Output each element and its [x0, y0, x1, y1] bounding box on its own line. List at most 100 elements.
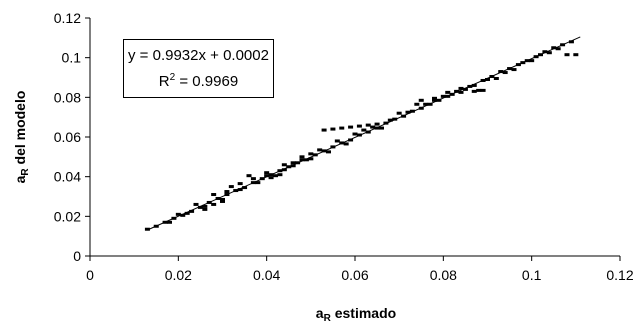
data-point [471, 89, 477, 93]
data-point [458, 90, 464, 94]
y-tick-label: 0.02 [54, 208, 81, 224]
data-point [555, 47, 561, 51]
data-point [264, 174, 270, 178]
data-point [193, 202, 199, 206]
r-squared-prefix: R [158, 73, 170, 90]
data-point [462, 87, 468, 91]
data-point [405, 110, 411, 114]
data-point [308, 152, 314, 156]
data-point [485, 77, 490, 81]
data-point [440, 94, 446, 98]
data-point [326, 150, 331, 154]
x-tick-label: 0.08 [430, 267, 457, 283]
data-point [277, 173, 283, 177]
data-point [414, 102, 420, 106]
y-tick-label: 0.08 [54, 89, 81, 105]
data-point [334, 139, 340, 143]
data-point [432, 96, 437, 100]
data-point [317, 148, 323, 152]
data-point [268, 176, 274, 180]
data-point [242, 186, 248, 190]
data-point [224, 190, 230, 194]
data-point [339, 126, 345, 130]
y-tick-label: 0.12 [54, 10, 81, 26]
y-axis-label: aR del modelo [12, 91, 31, 184]
y-tick-label: 0.04 [54, 169, 81, 185]
regression-equation-box: y = 0.9932x + 0.0002 R2 = 0.9969 [123, 39, 274, 98]
r-squared-value: = 0.9969 [175, 73, 239, 90]
data-point [211, 193, 217, 197]
data-point [423, 102, 429, 106]
data-point [220, 197, 225, 201]
x-axis-label-sub: R [324, 313, 332, 324]
x-axis-label-main: a [316, 305, 324, 321]
x-tick-label: 0.06 [341, 267, 368, 283]
data-point [568, 40, 574, 44]
data-point [237, 188, 243, 192]
y-axis-label-main: a [12, 175, 28, 183]
data-point [290, 164, 296, 168]
data-point [480, 88, 486, 92]
regression-equation: y = 0.9932x + 0.0002 [128, 47, 269, 64]
y-axis-label-sub: R [20, 168, 31, 176]
data-point [281, 168, 287, 172]
data-point [418, 98, 424, 102]
y-tick-label: 0 [73, 248, 81, 264]
data-point [511, 68, 517, 72]
data-point [255, 181, 261, 185]
data-point [396, 111, 402, 115]
data-point [321, 128, 327, 132]
data-point [197, 205, 203, 209]
data-point [454, 89, 460, 93]
data-point [502, 71, 508, 75]
data-point [546, 51, 552, 55]
x-ticks: 0 0.02 0.04 0.06 0.08 0.1 0.12 [86, 256, 634, 283]
data-point [343, 142, 349, 146]
x-tick-label: 0.12 [606, 267, 633, 283]
data-point [356, 124, 362, 128]
data-point [211, 202, 217, 206]
y-ticks: 0 0.02 0.04 0.06 0.08 0.1 0.12 [54, 10, 90, 264]
data-point [365, 123, 371, 127]
data-point [290, 161, 296, 165]
data-point [167, 220, 172, 224]
data-point [308, 157, 314, 161]
x-tick-label: 0.1 [522, 267, 542, 283]
data-point [184, 211, 190, 215]
data-point [202, 207, 208, 211]
plot-area: 0 0.02 0.04 0.06 0.08 0.1 0.12 00.020.040.060.… [54, 10, 634, 283]
data-point [299, 158, 305, 162]
data-point [330, 127, 336, 131]
data-point [374, 122, 380, 126]
data-point [303, 158, 309, 162]
data-point [476, 88, 482, 92]
data-point [498, 70, 504, 74]
data-point [432, 98, 437, 102]
data-point [228, 185, 234, 189]
data-point [220, 199, 225, 203]
r-squared: R2 = 0.9969 [124, 67, 273, 93]
data-point [529, 59, 535, 63]
data-point [202, 204, 208, 208]
y-axis-label-rest: del modelo [12, 91, 28, 169]
data-point [348, 125, 354, 129]
data-point [352, 132, 358, 136]
data-point [237, 182, 243, 186]
r-squared-sup: 2 [169, 72, 176, 83]
data-point [180, 213, 186, 217]
data-point [409, 109, 415, 113]
data-point [573, 53, 579, 57]
data-point [246, 174, 252, 178]
data-point [564, 53, 570, 57]
x-tick-label: 0.04 [253, 267, 280, 283]
data-point [445, 90, 451, 94]
y-tick-label: 0.1 [62, 50, 82, 66]
trendline [147, 36, 581, 231]
data-point [264, 171, 270, 175]
data-point [273, 174, 278, 178]
data-point [542, 50, 548, 54]
data-point [361, 128, 367, 132]
data-point [551, 46, 557, 50]
x-tick-label: 0.02 [165, 267, 192, 283]
